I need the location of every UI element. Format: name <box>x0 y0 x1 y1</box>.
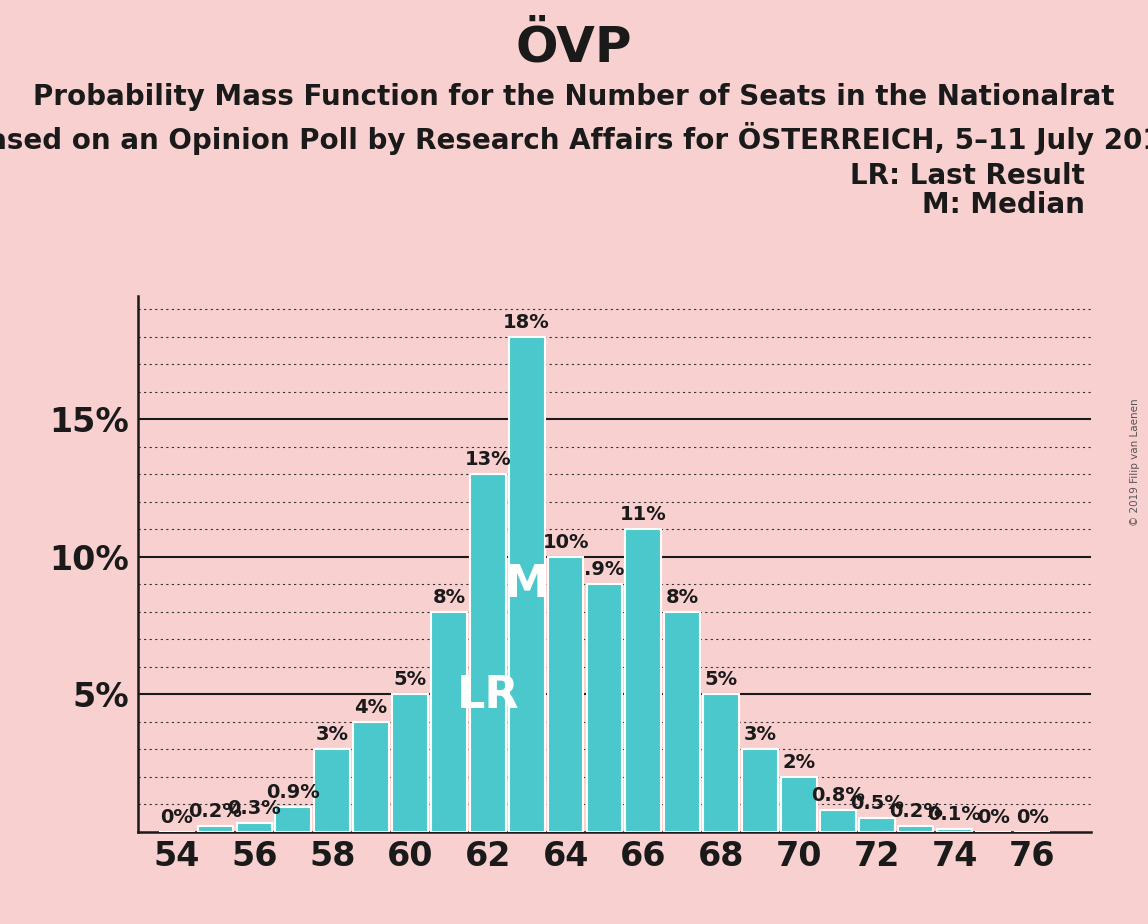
Text: M: Median: M: Median <box>922 191 1085 219</box>
Text: 0%: 0% <box>977 808 1010 827</box>
Bar <box>742 749 778 832</box>
Text: Based on an Opinion Poll by Research Affairs for ÖSTERREICH, 5–11 July 2018: Based on an Opinion Poll by Research Aff… <box>0 122 1148 155</box>
Text: 5%: 5% <box>705 670 738 689</box>
Bar <box>315 749 350 832</box>
Bar <box>937 829 972 832</box>
Text: 4%: 4% <box>355 698 388 717</box>
Bar <box>665 612 700 832</box>
Text: LR: LR <box>457 675 519 717</box>
Text: ÖVP: ÖVP <box>515 23 633 71</box>
Text: 3%: 3% <box>316 725 349 744</box>
Text: 8%: 8% <box>666 588 699 607</box>
Text: 18%: 18% <box>503 313 550 332</box>
Bar <box>704 694 739 832</box>
Text: LR: Last Result: LR: Last Result <box>850 162 1085 189</box>
Text: 0.8%: 0.8% <box>810 785 864 805</box>
Text: 3%: 3% <box>744 725 776 744</box>
Text: 2%: 2% <box>782 753 815 772</box>
Bar <box>236 823 272 832</box>
Text: .9%: .9% <box>584 560 625 579</box>
Bar <box>548 557 583 832</box>
Text: 0.2%: 0.2% <box>188 802 242 821</box>
Text: M: M <box>504 563 549 606</box>
Text: 0.2%: 0.2% <box>889 802 943 821</box>
Bar <box>820 809 855 832</box>
Bar <box>354 722 389 832</box>
Bar <box>781 777 817 832</box>
Text: 0.1%: 0.1% <box>928 805 982 824</box>
Text: 0%: 0% <box>1016 808 1049 827</box>
Text: 10%: 10% <box>542 533 589 552</box>
Bar <box>430 612 467 832</box>
Bar <box>393 694 428 832</box>
Text: Probability Mass Function for the Number of Seats in the Nationalrat: Probability Mass Function for the Number… <box>33 83 1115 111</box>
Bar <box>470 474 505 832</box>
Text: 13%: 13% <box>465 450 511 469</box>
Text: 11%: 11% <box>620 505 667 524</box>
Bar <box>509 337 544 832</box>
Text: 8%: 8% <box>433 588 465 607</box>
Text: 0.3%: 0.3% <box>227 799 281 819</box>
Bar <box>276 807 311 832</box>
Text: 0.5%: 0.5% <box>850 794 903 813</box>
Text: 0%: 0% <box>161 808 193 827</box>
Text: 5%: 5% <box>394 670 427 689</box>
Text: 0.9%: 0.9% <box>266 783 320 802</box>
Bar <box>859 818 894 832</box>
Text: © 2019 Filip van Laenen: © 2019 Filip van Laenen <box>1130 398 1140 526</box>
Bar <box>898 826 933 832</box>
Bar <box>587 584 622 832</box>
Bar <box>626 529 661 832</box>
Bar <box>197 826 233 832</box>
